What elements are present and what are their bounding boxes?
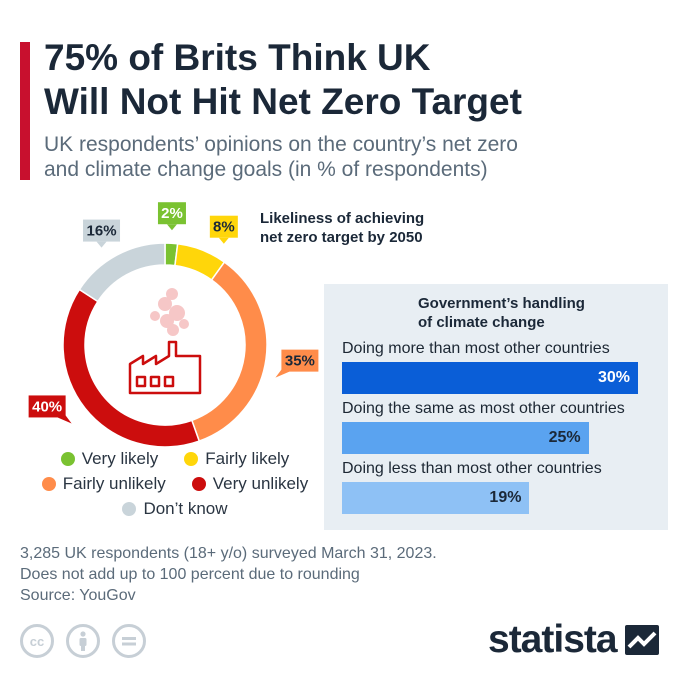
legend-swatch-very-likely [60, 452, 75, 466]
subtitle-line-2: and climate change goals (in % of respon… [44, 158, 488, 181]
statista-brand[interactable]: statista [488, 618, 659, 662]
legend-item-dont-know: Don’t know [122, 499, 228, 519]
legend-label: Don’t know [143, 499, 228, 518]
legend-swatch-very-unlikely [191, 477, 206, 491]
donut-label-box [157, 202, 186, 225]
bar-doing-more-than-most-other-countries: 30% [342, 362, 638, 394]
donut-title-line-1: Likeliness of achieving [260, 210, 425, 227]
donut-slice-don-t-know [78, 242, 166, 303]
bar-doing-the-same-as-most-other-countries: 25% [342, 422, 589, 454]
donut-label-pointer [275, 369, 290, 378]
legend-item-fairly-likely: Fairly likely [184, 449, 289, 469]
page-subtitle: UK respondents’ opinions on the country’… [44, 132, 664, 182]
legend-label: Very likely [81, 449, 159, 468]
donut-label-pointer [166, 224, 177, 231]
donut-label-pointer [57, 415, 72, 424]
donut-label-pointer [218, 237, 229, 244]
legend-label: Fairly likely [205, 449, 290, 468]
donut-value-label-very-likely: 2% [157, 202, 186, 231]
legend-label: Fairly unlikely [62, 474, 166, 493]
cc-icon[interactable]: cc [20, 624, 54, 658]
legend-swatch-dont-know [122, 502, 137, 516]
bar-title-line-2: of climate change [418, 314, 545, 331]
donut-label-text: 8% [213, 219, 235, 236]
donut-label-box [281, 349, 319, 372]
donut-label-box [28, 395, 66, 418]
donut-value-label-fairly-unlikely: 35% [275, 349, 319, 378]
legend-swatch-fairly-likely [184, 452, 199, 466]
donut-label-pointer [96, 241, 107, 248]
footer-rounding-note: Does not add up to 100 percent due to ro… [20, 566, 360, 583]
donut-slices [62, 242, 268, 448]
bar-title-line-1: Government’s handling [418, 295, 585, 312]
donut-slice-fairly-unlikely [190, 261, 268, 443]
title-accent-bar [20, 42, 30, 180]
factory-icon [128, 288, 202, 395]
title-line-2: Will Not Hit Net Zero Target [44, 81, 522, 122]
donut-chart: 2% 8% 35% 40% 16% [28, 202, 319, 448]
legend-item-fairly-unlikely: Fairly unlikely [41, 474, 166, 494]
legend-item-very-likely: Very likely [60, 449, 159, 469]
legend-label: Very unlikely [212, 474, 309, 493]
brand-name: statista [488, 618, 618, 661]
donut-label-box [209, 215, 238, 238]
no-derivatives-icon[interactable] [112, 624, 146, 658]
license-icons: cc [20, 624, 146, 658]
donut-chart-title: Likeliness of achieving net zero target … [260, 209, 424, 247]
donut-label-text: 16% [87, 223, 117, 240]
page-title: 75% of Brits Think UK Will Not Hit Net Z… [44, 36, 664, 124]
donut-label-text: 40% [32, 398, 62, 415]
donut-label-text: 35% [285, 353, 315, 370]
donut-label-box [83, 219, 121, 242]
title-line-1: 75% of Brits Think UK [44, 37, 431, 78]
bar-doing-less-than-most-other-countries: 19% [342, 482, 530, 514]
donut-value-label-fairly-likely: 8% [209, 215, 238, 244]
attribution-icon[interactable] [66, 624, 100, 658]
donut-legend: Very likely Fairly likely Fairly unlikel… [20, 449, 330, 525]
donut-value-label-very-unlikely: 40% [28, 395, 72, 424]
subtitle-line-1: UK respondents’ opinions on the country’… [44, 133, 518, 156]
government-handling-panel: Government’s handling of climate change … [324, 284, 668, 530]
legend-item-very-unlikely: Very unlikely [191, 474, 309, 494]
statista-logo-icon [624, 625, 659, 655]
footer-respondents: 3,285 UK respondents (18+ y/o) surveyed … [20, 545, 437, 562]
bar-chart-title: Government’s handling of climate change [418, 294, 585, 332]
footer-source: Source: YouGov [20, 587, 136, 604]
donut-labels: 2% 8% 35% 40% 16% [28, 202, 319, 424]
footer-notes: 3,285 UK respondents (18+ y/o) surveyed … [20, 543, 437, 606]
bar-label-doing-the-same-as-most-other-countries: Doing the same as most other countries [342, 400, 625, 417]
bar-label-doing-more-than-most-other-countries: Doing more than most other countries [342, 340, 610, 357]
donut-value-label-don-t-know: 16% [83, 219, 121, 248]
legend-swatch-fairly-unlikely [41, 477, 56, 491]
donut-label-text: 2% [161, 205, 183, 222]
donut-title-line-2: net zero target by 2050 [260, 229, 423, 246]
bar-label-doing-less-than-most-other-countries: Doing less than most other countries [342, 460, 602, 477]
